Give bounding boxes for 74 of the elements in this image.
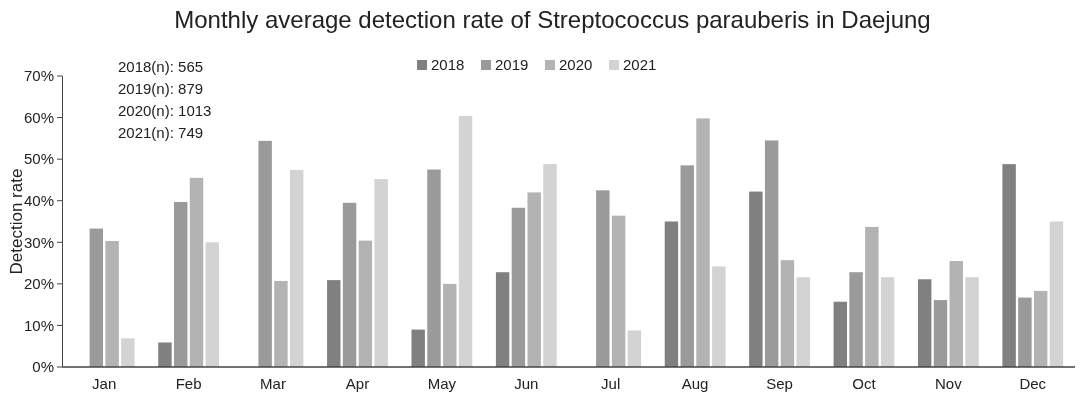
bar	[712, 266, 726, 367]
bar	[527, 192, 541, 367]
bar	[205, 242, 220, 367]
bar	[511, 207, 526, 367]
legend-label: 2020	[559, 56, 593, 73]
bar	[411, 329, 425, 367]
bar	[696, 118, 710, 367]
bar	[917, 279, 932, 367]
bar	[965, 277, 979, 367]
y-tick-label: 10%	[23, 316, 54, 334]
bar	[611, 215, 626, 367]
bar	[780, 260, 795, 367]
bar	[189, 177, 204, 367]
y-tick-label: 60%	[23, 108, 54, 126]
y-tick-label: 70%	[23, 67, 54, 85]
bar	[274, 280, 288, 367]
bar	[949, 260, 963, 367]
x-tick-label: Sep	[766, 375, 793, 392]
bar	[1049, 221, 1064, 367]
bar	[796, 277, 810, 367]
bar	[764, 140, 779, 367]
x-tick-label: Oct	[852, 375, 877, 392]
bar	[290, 169, 304, 367]
x-tick-label: Apr	[345, 375, 370, 392]
bar	[495, 272, 510, 367]
x-tick-label: Dec	[1019, 375, 1047, 392]
y-tick-label: 50%	[23, 150, 54, 168]
bar	[458, 115, 473, 367]
bar	[89, 228, 104, 367]
x-tick-label: Nov	[935, 375, 963, 392]
bar	[833, 301, 847, 367]
y-tick-label: 20%	[23, 275, 54, 293]
y-tick-label: 0%	[32, 358, 54, 376]
bar	[596, 190, 610, 367]
bar	[1033, 290, 1048, 367]
bar	[849, 272, 863, 367]
bar	[342, 202, 357, 367]
legend-label: 2021	[623, 56, 657, 73]
bar	[865, 226, 879, 367]
bar	[427, 169, 441, 367]
bar	[158, 342, 172, 367]
bar	[664, 221, 679, 367]
y-tick-label: 40%	[23, 191, 54, 209]
bar	[1018, 297, 1032, 367]
bar	[880, 277, 895, 367]
bar	[1002, 164, 1016, 367]
bar	[358, 240, 373, 367]
x-tick-label: Jan	[92, 375, 117, 392]
annotation: 2019(n): 879	[118, 80, 204, 97]
bar	[443, 283, 457, 367]
bar	[680, 165, 694, 367]
bar	[374, 179, 388, 367]
y-tick-label: 30%	[23, 233, 54, 251]
x-tick-label: Mar	[260, 375, 286, 392]
x-tick-label: May	[427, 375, 457, 392]
text: 2018(n): 565	[118, 58, 204, 75]
x-tick-label: Jun	[514, 375, 539, 392]
bar	[543, 164, 557, 367]
x-tick-label: Feb	[175, 375, 202, 392]
annotation: 2021(n): 749	[118, 124, 204, 141]
bar	[105, 241, 119, 367]
bar	[749, 191, 763, 367]
x-tick-label: Aug	[681, 375, 709, 392]
bar	[327, 280, 341, 367]
bar	[258, 140, 272, 367]
bar	[174, 201, 188, 367]
legend-label: 2019	[495, 56, 529, 73]
bar	[933, 300, 948, 367]
chart-title: Monthly average detection rate of Streptococcus parauberis in Daejung	[174, 6, 931, 33]
bar	[627, 330, 642, 367]
annotation: 2020(n): 1013	[118, 102, 212, 119]
legend-label: 2018	[431, 56, 465, 73]
x-tick-label: Jul	[601, 375, 621, 392]
bar	[121, 338, 135, 367]
